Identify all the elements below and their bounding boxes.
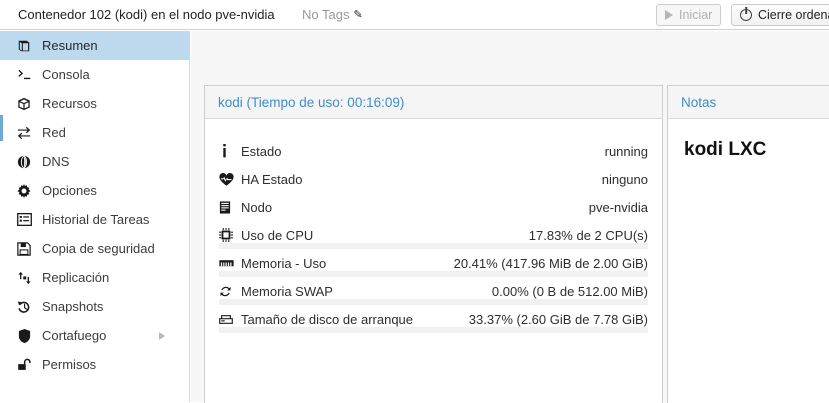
sidebar-item-label: Cortafuego [42, 328, 107, 343]
sidebar-item-opciones[interactable]: Opciones [0, 176, 189, 205]
sidebar-item-label: Copia de seguridad [42, 241, 155, 256]
kodi-summary-panel: kodi (Tiempo de uso: 00:16:09) Estado ru… [204, 85, 663, 403]
stat-row-tamano-disco-arranque: Tamaño de disco de arranque 33.37% (2.60… [219, 305, 648, 333]
swap-icon [219, 285, 241, 298]
cpu-usage-bar [219, 243, 648, 249]
stat-label: Uso de CPU [241, 227, 314, 243]
stat-value: pve-nvidia [588, 199, 648, 215]
sidebar-item-label: Permisos [42, 357, 97, 372]
sidebar-item-red[interactable]: Red [0, 118, 189, 147]
notas-panel-body[interactable]: kodi LXC [668, 119, 829, 161]
stat-label: HA Estado [241, 171, 303, 187]
stat-value: 0.00% (0 B de 512.00 MiB) [491, 283, 648, 299]
hdd-icon [219, 314, 241, 325]
stat-label: Memoria - Uso [241, 255, 327, 271]
unlock-icon [14, 357, 34, 373]
sidebar-item-label: Historial de Tareas [42, 212, 150, 227]
history-icon [14, 299, 34, 315]
list-icon [14, 212, 34, 228]
sidebar-item-resumen[interactable]: Resumen [0, 31, 189, 60]
stat-value: running [604, 143, 648, 159]
power-icon [740, 9, 752, 21]
sidebar-item-label: Snapshots [42, 299, 104, 314]
notas-panel-header: Notas [668, 86, 829, 119]
stat-value: 20.41% (417.96 MiB de 2.00 GiB) [453, 255, 648, 271]
stat-row-memoria-swap: Memoria SWAP 0.00% (0 B de 512.00 MiB) [219, 277, 648, 305]
play-icon [665, 10, 673, 20]
heartbeat-icon [219, 172, 241, 186]
stat-label: Memoria SWAP [241, 283, 333, 299]
content-area: kodi (Tiempo de uso: 00:16:09) Estado ru… [191, 31, 829, 403]
chevron-right-icon [159, 331, 165, 340]
book-icon [14, 38, 34, 54]
start-button[interactable]: Iniciar [656, 4, 722, 26]
info-icon [219, 144, 241, 158]
notas-panel: Notas kodi LXC [667, 85, 829, 403]
sidebar-item-label: Red [42, 125, 66, 140]
stat-value: ninguno [601, 171, 648, 187]
sidebar-accent-strip [0, 115, 3, 141]
sidebar-item-historial-de-tareas[interactable]: Historial de Tareas [0, 205, 189, 234]
stat-value: 17.83% de 2 CPU(s) [528, 227, 648, 243]
sidebar-item-label: Opciones [42, 183, 97, 198]
memory-icon [219, 258, 241, 269]
kodi-panel-header: kodi (Tiempo de uso: 00:16:09) [205, 86, 662, 119]
bootdisk-usage-bar [219, 327, 648, 333]
stat-row-memoria-uso: Memoria - Uso 20.41% (417.96 MiB de 2.00… [219, 249, 648, 277]
cube-icon [14, 96, 34, 112]
shutdown-button-label: Cierre ordena [758, 8, 829, 22]
cpu-icon [219, 228, 241, 242]
save-icon [14, 241, 34, 257]
tags-label: No Tags [302, 7, 350, 22]
stat-row-estado: Estado running [219, 137, 648, 165]
stat-label: Nodo [241, 199, 273, 215]
sidebar-item-snapshots[interactable]: Snapshots [0, 292, 189, 321]
sidebar-item-recursos[interactable]: Recursos [0, 89, 189, 118]
sidebar-item-label: Consola [42, 67, 90, 82]
terminal-icon [14, 67, 34, 83]
swap-usage-bar [219, 299, 648, 305]
stat-value: 33.37% (2.60 GiB de 7.78 GiB) [468, 311, 648, 327]
gear-icon [14, 183, 34, 199]
exchange-icon [14, 125, 34, 141]
sidebar-item-permisos[interactable]: Permisos [0, 350, 189, 379]
server-icon [219, 200, 241, 214]
sidebar-item-label: Resumen [42, 38, 98, 53]
replicate-icon [14, 270, 34, 286]
kodi-panel-body: Estado running HA Estado ninguno Nodo pv… [205, 119, 662, 333]
stat-row-nodo: Nodo pve-nvidia [219, 193, 648, 221]
stat-label: Estado [241, 143, 282, 159]
pencil-icon[interactable]: ✎ [353, 9, 363, 21]
top-bar: Contenedor 102 (kodi) en el nodo pve-nvi… [0, 0, 829, 30]
sidebar: Resumen Consola Recursos Red DNS Opcione… [0, 31, 190, 402]
sidebar-item-label: Replicación [42, 270, 110, 285]
globe-icon [14, 154, 34, 170]
page-title: Contenedor 102 (kodi) en el nodo pve-nvi… [18, 7, 275, 22]
stat-row-ha-estado: HA Estado ninguno [219, 165, 648, 193]
sidebar-item-label: DNS [42, 154, 70, 169]
sidebar-item-dns[interactable]: DNS [0, 147, 189, 176]
sidebar-item-consola[interactable]: Consola [0, 60, 189, 89]
sidebar-item-cortafuego[interactable]: Cortafuego [0, 321, 189, 350]
memory-usage-bar [219, 271, 648, 277]
stat-label: Tamaño de disco de arranque [241, 311, 414, 327]
tags-area[interactable]: No Tags ✎ [302, 7, 366, 22]
shutdown-button[interactable]: Cierre ordena [731, 4, 829, 26]
notas-text: kodi LXC [684, 139, 767, 160]
start-button-label: Iniciar [679, 8, 713, 22]
sidebar-item-copia-de-seguridad[interactable]: Copia de seguridad [0, 234, 189, 263]
sidebar-item-label: Recursos [42, 96, 97, 111]
stat-row-uso-de-cpu: Uso de CPU 17.83% de 2 CPU(s) [219, 221, 648, 249]
sidebar-item-replicacion[interactable]: Replicación [0, 263, 189, 292]
shield-icon [14, 328, 34, 344]
